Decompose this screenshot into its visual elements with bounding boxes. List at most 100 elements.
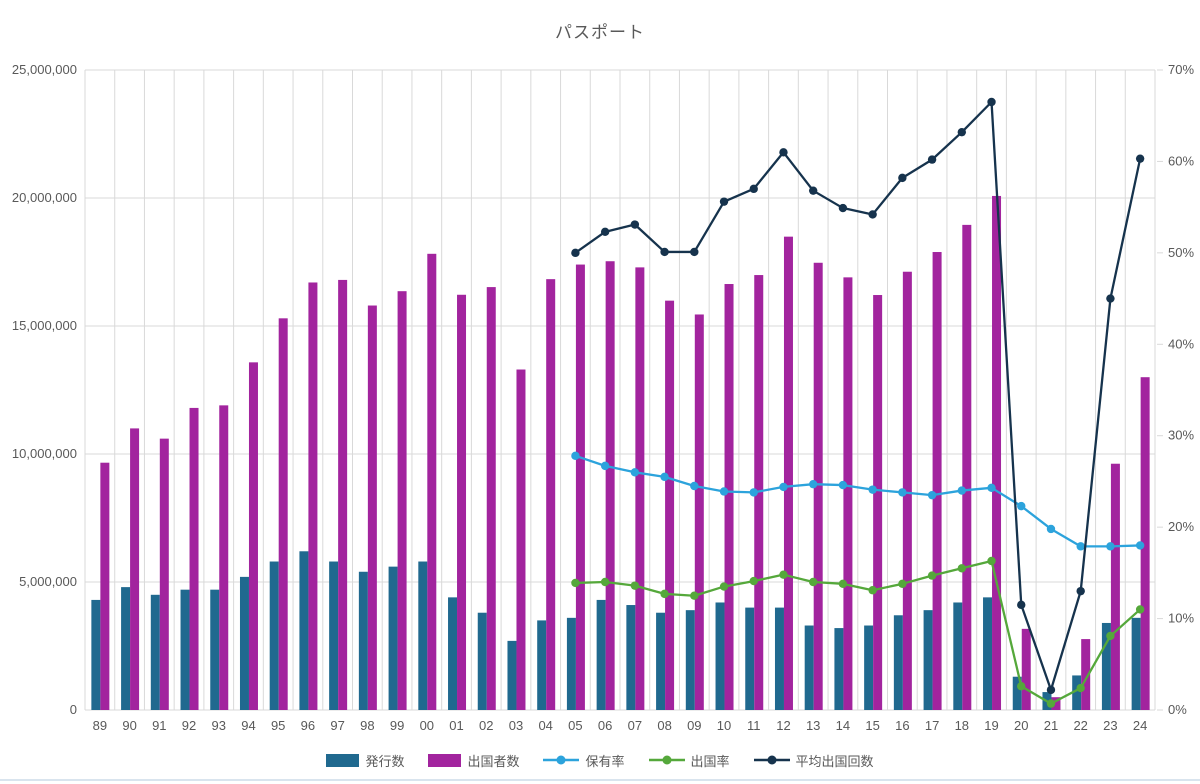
marker-departure-rate-24 [1135, 605, 1145, 614]
marker-ownership-rate-06 [600, 461, 610, 471]
chart-title: パスポート [555, 23, 645, 42]
x-axis-label: 01 [449, 718, 463, 733]
marker-departure-rate-11 [749, 576, 758, 586]
marker-avg-departure-count-20 [1017, 600, 1026, 610]
marker-avg-departure-count-24 [1135, 154, 1145, 163]
marker-ownership-rate-15 [868, 485, 877, 494]
bar-departures-09 [694, 314, 704, 710]
marker-departure-rate-12 [779, 570, 788, 579]
bar-departures-03 [516, 369, 526, 710]
x-axis-label: 24 [1133, 718, 1147, 733]
left-axis-tick-label: 5,000,000 [19, 574, 77, 589]
bar-departures-99 [397, 291, 407, 710]
right-axis-tick-label: 10% [1168, 611, 1194, 626]
right-axis-tick-label: 60% [1168, 153, 1194, 168]
legend-label-departure-rate: 出国率 [690, 753, 730, 769]
x-axis-label: 99 [390, 718, 404, 733]
bar-issuance-22 [1072, 675, 1082, 710]
bar-departures-96 [308, 282, 318, 710]
marker-departure-rate-16 [898, 579, 907, 589]
marker-departure-rate-20 [1017, 682, 1026, 691]
bar-issuance-11 [745, 607, 755, 710]
line-avg-departure-count [574, 100, 1142, 692]
right-axis-tick-label: 40% [1168, 336, 1194, 351]
bar-departures-06 [605, 261, 615, 710]
bar-issuance-93 [210, 589, 220, 710]
bar-departures-90 [130, 428, 140, 710]
x-axis-label: 90 [122, 718, 136, 733]
bar-departures-05 [575, 264, 585, 710]
left-axis-tick-label: 15,000,000 [12, 318, 77, 333]
marker-ownership-rate-10 [719, 487, 729, 496]
marker-ownership-rate-05 [571, 451, 580, 461]
marker-avg-departure-count-09 [690, 247, 699, 257]
marker-avg-departure-count-08 [660, 247, 669, 257]
x-axis-label: 22 [1073, 718, 1087, 733]
legend-swatch-bar-issuance [326, 753, 360, 767]
bar-departures-08 [665, 300, 675, 710]
marker-departure-rate-21 [1046, 699, 1056, 708]
x-axis-label: 10 [717, 718, 731, 733]
bar-issuance-18 [953, 602, 963, 710]
bar-departures-92 [189, 407, 199, 710]
marker-ownership-rate-20 [1017, 501, 1026, 511]
bar-departures-21 [1051, 697, 1061, 710]
legend-item-ownership-rate: 保有率 [543, 751, 625, 770]
x-axis-label: 93 [212, 718, 226, 733]
legend-item-departure-rate: 出国率 [648, 751, 730, 770]
marker-departure-rate-17 [927, 571, 937, 580]
x-axis-label: 23 [1103, 718, 1117, 733]
bar-departures-18 [962, 224, 972, 710]
legend-swatch-line-departure-rate [648, 755, 685, 765]
legend-item-issuance: 発行数 [326, 751, 404, 770]
marker-departure-rate-14 [838, 579, 848, 589]
marker-ownership-rate-23 [1106, 542, 1115, 551]
legend-item-departures: 出国者数 [428, 751, 519, 770]
x-axis-label: 04 [538, 718, 552, 733]
x-axis-label: 09 [687, 718, 701, 733]
bar-issuance-99 [388, 566, 398, 710]
x-axis-label: 16 [895, 718, 909, 733]
bar-issuance-91 [150, 594, 160, 710]
chart-legend: 発行数 出国者数 保有率 出国率 平均出国回数 [0, 748, 1200, 772]
marker-ownership-rate-08 [660, 472, 669, 482]
right-axis-tick-label: 70% [1168, 62, 1194, 77]
left-axis-tick-label: 0 [70, 702, 77, 717]
marker-departure-rate-09 [690, 591, 699, 600]
marker-departure-rate-08 [660, 589, 669, 599]
bar-issuance-08 [656, 612, 666, 710]
left-axis-tick-label: 10,000,000 [12, 446, 77, 461]
bar-issuance-92 [180, 589, 190, 710]
marker-departure-rate-06 [600, 577, 610, 587]
bar-departures-15 [873, 295, 883, 710]
x-axis-label: 03 [509, 718, 523, 733]
left-axis-tick-label: 25,000,000 [12, 62, 77, 77]
bar-departures-95 [278, 318, 288, 710]
bar-issuance-03 [507, 640, 517, 710]
bar-issuance-04 [537, 620, 547, 710]
bar-issuance-23 [1101, 622, 1111, 710]
marker-departure-rate-22 [1076, 683, 1085, 693]
legend-label-issuance: 発行数 [365, 753, 405, 769]
marker-departure-rate-23 [1106, 631, 1115, 641]
marker-departure-rate-05 [571, 578, 580, 588]
bar-departures-93 [219, 405, 229, 710]
marker-departure-rate-10 [719, 582, 729, 591]
marker-avg-departure-count-22 [1076, 586, 1085, 596]
bar-issuance-09 [685, 610, 695, 710]
x-axis-label: 11 [747, 718, 761, 733]
bar-departures-16 [902, 271, 912, 710]
x-axis-label: 92 [182, 718, 196, 733]
bar-departures-04 [546, 279, 556, 710]
bar-departures-89 [100, 462, 110, 710]
legend-label-avg-departure-count: 平均出国回数 [795, 753, 874, 769]
legend-swatch-bar-departures [428, 753, 462, 767]
x-axis-label: 97 [330, 718, 344, 733]
bar-issuance-02 [477, 612, 487, 710]
x-axis-label: 02 [479, 718, 493, 733]
bar-departures-23 [1110, 463, 1120, 710]
marker-ownership-rate-17 [927, 490, 937, 500]
legend-swatch-line-avg-departure-count [753, 755, 790, 765]
bar-issuance-96 [299, 551, 309, 710]
marker-ownership-rate-22 [1076, 542, 1085, 551]
